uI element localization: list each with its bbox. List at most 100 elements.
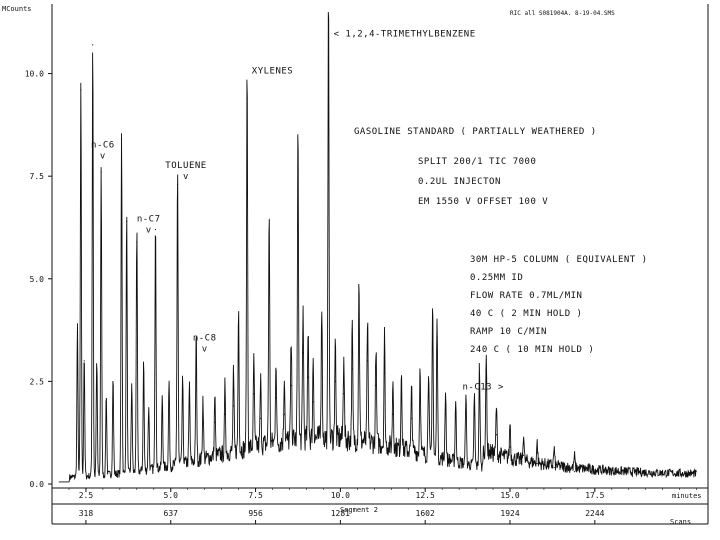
peak-apex	[473, 413, 475, 415]
peak-apex	[100, 171, 102, 173]
scan-tick-label: 637	[164, 509, 179, 518]
scan-tick-label: 956	[248, 509, 263, 518]
x-axis-label: minutes	[672, 492, 702, 500]
peak-apex	[126, 220, 128, 222]
peak-annotation: n-C6	[91, 140, 115, 150]
peak-apex	[92, 44, 94, 46]
peak-apex	[465, 409, 467, 411]
peak-apex	[455, 417, 457, 419]
peak-apex	[131, 393, 133, 395]
peak-annotation: n-C8	[193, 333, 217, 343]
peak-apex	[268, 245, 270, 247]
peak-apex	[366, 360, 369, 362]
peak-apex	[112, 384, 114, 387]
peak-apex	[400, 401, 403, 403]
peak-marker: v	[146, 225, 152, 235]
x-tick-label: 15.0	[500, 491, 519, 500]
peak-apex	[307, 376, 309, 378]
y-tick-label: 5.0	[30, 275, 45, 284]
segment-label: Segment 2	[340, 506, 378, 514]
x-tick-label: 7.5	[248, 491, 263, 500]
scan-tick-label: 2244	[585, 509, 604, 518]
peak-apex	[253, 393, 255, 395]
peak-apex	[312, 401, 314, 403]
peak-marker: v	[183, 172, 189, 182]
x-tick-label: 17.5	[585, 491, 604, 500]
peak-apex	[485, 389, 487, 391]
peak-apex	[237, 339, 240, 341]
plot-frame	[51, 4, 709, 525]
peak-apex	[509, 446, 511, 448]
peak-apex	[188, 405, 191, 407]
tic-trace-line	[58, 11, 697, 483]
peak-apex	[96, 368, 98, 370]
peak-apex	[182, 401, 184, 403]
peak-apex	[432, 323, 434, 325]
peak-apex	[148, 417, 150, 419]
x-tick-label: 10.0	[331, 491, 350, 500]
peak-apex	[80, 89, 82, 91]
scan-tick-label: 1924	[500, 509, 519, 518]
peak-apex	[224, 413, 226, 415]
peak-apex	[392, 413, 394, 415]
scans-axis-label: Scans	[670, 518, 691, 526]
peak-apex	[161, 409, 163, 411]
peak-apex	[246, 97, 248, 99]
y-tick-label: 0.0	[30, 480, 45, 489]
peak-apex	[105, 401, 107, 403]
peak-apex	[411, 417, 413, 419]
peak-apex	[321, 343, 323, 346]
method-line: 0.2UL INJECTON	[418, 177, 501, 187]
scan-tick-label: 1281	[331, 509, 350, 518]
x-axis: 2.5 5.0 7.5 10.0 12.5 15.0 17.5 318 637 956 1281 16…	[68, 488, 697, 524]
x-tick-label: 5.0	[164, 491, 179, 500]
peak-apex	[573, 471, 576, 473]
peak-marker: v	[202, 344, 208, 354]
peak-apex	[436, 335, 438, 337]
peak-apex	[83, 360, 85, 362]
peak-apex	[76, 331, 79, 333]
peak-annotation: < 1,2,4-TRIMETHYLBENZENE	[334, 30, 476, 40]
column-line: 0.25MM ID	[470, 273, 523, 283]
peak-apex	[195, 356, 197, 358]
peak-apex	[202, 421, 204, 424]
column-line: FLOW RATE 0.7ML/MIN	[470, 291, 582, 301]
peak-apex	[444, 413, 447, 415]
column-line: RAMP 10 C/MIN	[470, 327, 547, 337]
peak-apex	[327, 19, 330, 21]
peak-apex	[495, 434, 498, 436]
peak-apex	[351, 368, 353, 370]
header-text: RIC all S081904A. 8-19-04.SMS	[510, 10, 615, 17]
column-line: 240 C ( 10 MIN HOLD )	[470, 345, 594, 355]
peak-apex	[168, 397, 170, 399]
peak-apex	[283, 413, 285, 415]
peak-annotation: TOLUENE	[165, 161, 206, 171]
y-tick-label: 2.5	[30, 377, 45, 386]
peak-apex	[275, 397, 277, 399]
scan-tick-label: 1602	[416, 509, 435, 518]
peak-apex	[136, 241, 138, 243]
peak-marks	[76, 19, 576, 473]
peak-apex	[358, 319, 360, 321]
peak-apex	[343, 393, 345, 395]
peak-apex	[232, 405, 235, 407]
peak-apex	[143, 372, 145, 374]
y-axis-label: MCounts	[2, 5, 32, 13]
y-axis: 0.0 2.5 5.0 7.5 10.0	[25, 70, 52, 489]
peak-apex	[297, 167, 299, 169]
chart-title: GASOLINE STANDARD ( PARTIALLY WEATHERED …	[354, 127, 597, 137]
peak-apex	[302, 352, 304, 354]
peak-annotation: XYLENES	[252, 67, 293, 77]
column-line: 40 C ( 2 MIN HOLD )	[470, 309, 582, 319]
peak-apex	[522, 454, 525, 456]
peak-apex	[260, 417, 262, 419]
peak-apex	[536, 462, 538, 465]
peak-apex	[553, 466, 555, 469]
scan-tick-label: 318	[79, 509, 94, 518]
y-tick-label: 7.5	[30, 172, 45, 181]
peak-apex	[375, 384, 377, 387]
x-tick-label: 2.5	[79, 491, 94, 500]
peak-apex	[176, 183, 179, 185]
